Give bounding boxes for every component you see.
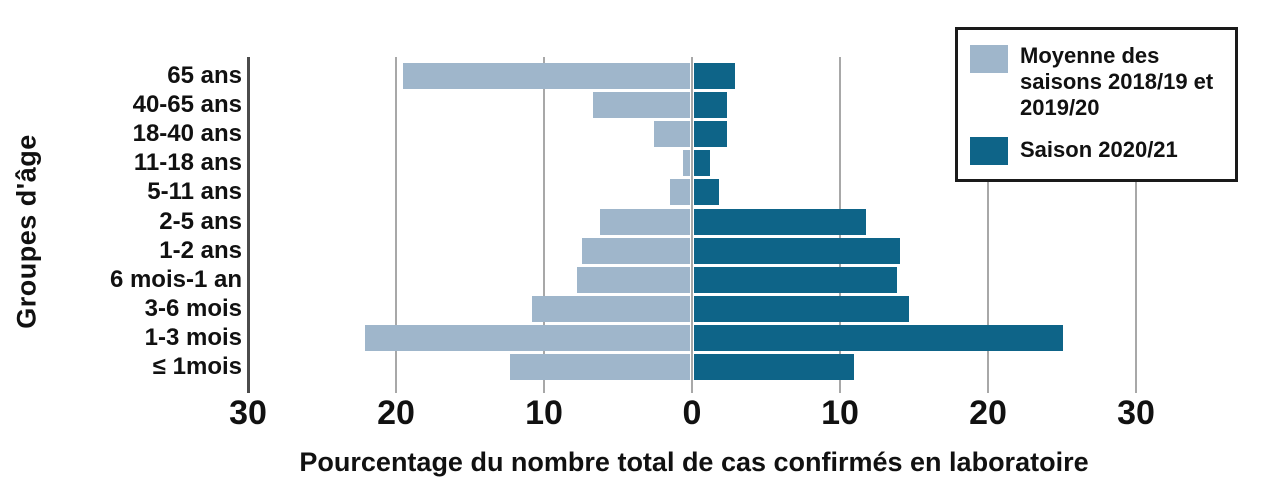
bar-mean-8 [576, 266, 690, 293]
bar-mean-11 [509, 354, 690, 380]
bar-season2021-8 [694, 266, 897, 293]
y-category-label: 18-40 ans [132, 120, 242, 148]
bar-season2021-1 [694, 63, 736, 89]
y-category-label: 6 mois-1 an [109, 265, 242, 293]
x-tick-label: 10 [525, 394, 563, 432]
y-category-label: 5-11 ans [147, 178, 242, 206]
x-axis-title: Pourcentage du nombre total de cas confi… [299, 447, 1089, 477]
bar-mean-3 [653, 121, 690, 148]
bar-season2021-11 [694, 354, 854, 380]
bar-season2021-5 [694, 179, 720, 206]
y-category-label: 65 ans [167, 62, 242, 89]
gridline [987, 57, 989, 393]
x-tick-label: 10 [821, 394, 859, 432]
gridline [691, 57, 693, 393]
x-tick-label: 0 [682, 394, 702, 432]
bar-mean-7 [582, 237, 690, 264]
legend-swatch-mean-icon [970, 45, 1008, 73]
x-tick-label: 30 [1117, 394, 1155, 432]
x-tick-label: 20 [377, 394, 415, 432]
bar-season2021-7 [694, 237, 900, 264]
y-category-label: 3-6 mois [144, 294, 242, 322]
x-tick-label: 20 [969, 394, 1007, 432]
gridline [543, 57, 545, 393]
legend-label-mean: Moyenne des saisons 2018/19 et 2019/20 [1020, 43, 1214, 120]
bar-mean-1 [403, 63, 690, 89]
gridline [1135, 57, 1137, 393]
legend-item-season-2020-21: Saison 2020/21 [970, 135, 1223, 165]
bar-mean-9 [532, 295, 690, 322]
bar-season2021-9 [694, 295, 909, 322]
y-category-label: ≤ 1mois [152, 353, 242, 380]
bar-mean-5 [669, 179, 690, 206]
bar-season2021-10 [694, 324, 1063, 351]
bar-season2021-2 [694, 92, 727, 119]
y-category-label: 2-5 ans [159, 207, 242, 235]
legend-label-2021: Saison 2020/21 [1020, 136, 1178, 162]
bar-season2021-4 [694, 150, 711, 177]
bar-mean-4 [683, 150, 690, 177]
bar-mean-10 [364, 324, 690, 351]
gridline [395, 57, 397, 393]
y-category-label: 1-3 mois [144, 323, 242, 351]
y-axis-spine [247, 57, 250, 393]
y-category-label: 11-18 ans [133, 149, 242, 177]
y-category-label: 40-65 ans [132, 91, 242, 119]
legend-item-mean-seasons: Moyenne des saisons 2018/19 et 2019/20 [970, 43, 1223, 121]
y-category-label: 1-2 ans [159, 236, 242, 264]
bar-season2021-3 [694, 121, 727, 148]
bar-season2021-6 [694, 208, 866, 235]
x-tick-label: 30 [229, 394, 267, 432]
legend-swatch-2021-icon [970, 136, 1008, 165]
bar-mean-6 [600, 208, 690, 235]
bar-mean-2 [592, 92, 690, 119]
legend: Moyenne des saisons 2018/19 et 2019/20 S… [955, 27, 1238, 182]
